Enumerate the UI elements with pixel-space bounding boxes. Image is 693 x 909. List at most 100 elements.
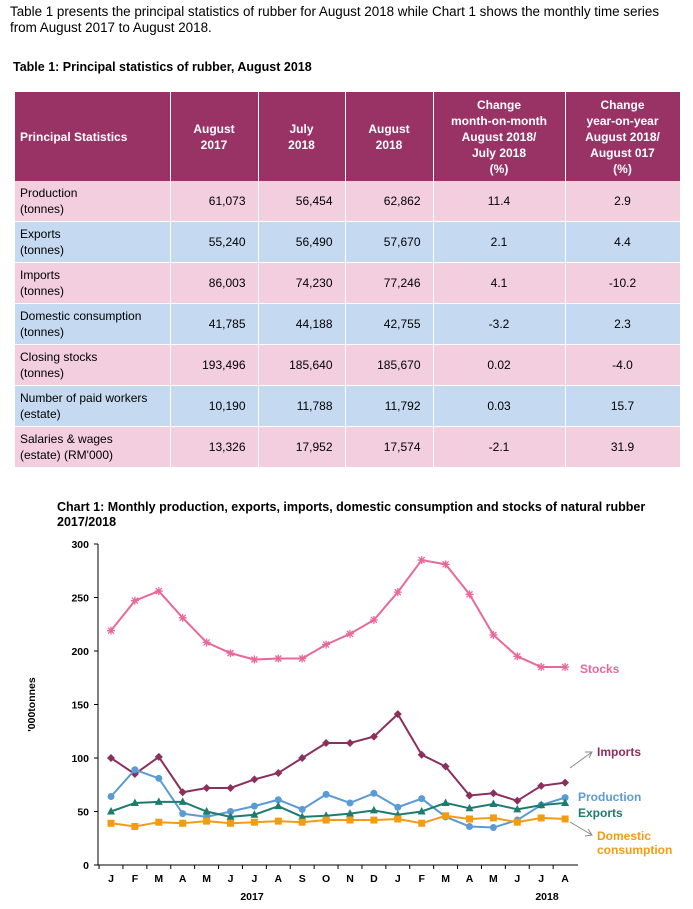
- marker: [298, 654, 307, 663]
- marker: [155, 818, 163, 826]
- marker: [178, 613, 187, 622]
- table-cell: 77,246: [345, 262, 434, 304]
- marker: [561, 815, 569, 823]
- y-axis-label: '000tonnes: [26, 677, 38, 732]
- marker: [202, 638, 211, 647]
- table-cell: 11,788: [258, 385, 346, 427]
- table-cell: 57,670: [345, 221, 434, 263]
- table-cell: -2.1: [433, 426, 566, 468]
- header-cell: Principal Statistics: [15, 92, 171, 181]
- table-cell: 17,952: [258, 426, 346, 468]
- table-cell: -10.2: [565, 262, 681, 304]
- marker: [130, 798, 139, 806]
- series-line: [110, 800, 566, 818]
- marker: [298, 818, 306, 826]
- series-label: Exports: [578, 806, 623, 820]
- marker: [561, 798, 570, 806]
- marker: [274, 801, 283, 810]
- marker: [250, 802, 258, 810]
- marker: [298, 805, 306, 813]
- x-tick-label: A: [561, 873, 569, 885]
- x-tick-label: F: [418, 873, 425, 885]
- marker: [250, 775, 259, 784]
- table-cell: 11.4: [433, 181, 566, 222]
- series-line: [110, 768, 566, 829]
- x-tick-label: M: [489, 873, 498, 885]
- series-line: [110, 558, 566, 669]
- table-cell: Number of paid workers (estate): [15, 385, 171, 427]
- table-cell: 11,792: [345, 385, 434, 427]
- table-cell: 62,862: [345, 181, 434, 222]
- marker: [274, 768, 283, 777]
- marker: [346, 739, 354, 748]
- table-cell: 10,190: [170, 385, 259, 427]
- table-cell: 41,785: [170, 303, 259, 345]
- marker: [537, 800, 546, 809]
- y-tick-label: 50: [77, 807, 89, 819]
- marker: [489, 799, 498, 808]
- x-tick-label: M: [441, 873, 450, 885]
- marker: [346, 629, 354, 638]
- header-cell: August 2017: [170, 92, 259, 181]
- marker: [298, 812, 307, 820]
- marker: [107, 793, 115, 801]
- marker: [513, 796, 522, 805]
- table-cell: 2.9: [565, 181, 681, 222]
- chart: 0 50 100 150 200 250 300 '000tonnes J F M A M J J A S O N D…: [26, 539, 593, 903]
- marker: [418, 819, 426, 827]
- year-label: 2017: [240, 891, 264, 903]
- marker: [203, 817, 211, 825]
- table-cell: -4.0: [565, 344, 681, 386]
- marker: [417, 556, 426, 565]
- x-tick-label: J: [538, 873, 544, 885]
- marker: [227, 819, 234, 827]
- marker: [417, 807, 426, 815]
- series-label: Imports: [597, 745, 642, 759]
- marker: [107, 807, 115, 815]
- marker: [274, 796, 282, 804]
- marker: [369, 615, 378, 624]
- x-tick-label: F: [132, 873, 139, 885]
- series-line: [110, 712, 566, 802]
- marker: [369, 732, 378, 741]
- marker: [441, 798, 450, 806]
- x-tick-label: J: [228, 873, 234, 885]
- label-arrow: [569, 751, 593, 769]
- marker: [417, 750, 426, 759]
- marker: [322, 739, 331, 748]
- table-cell: 55,240: [170, 221, 259, 263]
- header-cell: Change year-on-year August 2018/ August …: [565, 92, 681, 181]
- marker: [561, 778, 570, 787]
- x-tick-label: A: [179, 873, 187, 885]
- header-cell: Change month-on-month August 2018/ July …: [433, 92, 566, 181]
- marker: [107, 754, 115, 762]
- table-row: Number of paid workers (estate) 10,190 11,…: [15, 385, 681, 427]
- marker: [226, 812, 235, 820]
- marker: [178, 788, 187, 797]
- marker: [537, 663, 546, 672]
- series-label: Stocks: [580, 662, 620, 676]
- table-title: Table 1: Principal statistics of rubber,…: [13, 60, 312, 74]
- marker: [561, 794, 569, 802]
- table-cell: 56,490: [258, 221, 346, 263]
- x-tick-label: D: [370, 873, 378, 885]
- x-tick-label: M: [154, 873, 163, 885]
- marker: [227, 808, 234, 815]
- table-cell: 4.4: [565, 221, 681, 263]
- table-cell: 17,574: [345, 426, 434, 468]
- marker: [131, 766, 139, 774]
- marker: [154, 587, 163, 596]
- marker: [226, 783, 235, 792]
- marker: [130, 596, 139, 605]
- table-cell: Production (tonnes): [15, 181, 171, 222]
- table-cell: 42,755: [345, 303, 434, 345]
- table-cell: Exports (tonnes): [15, 221, 171, 263]
- marker: [274, 654, 283, 663]
- x-tick-label: A: [466, 873, 474, 885]
- table-cell: Domestic consumption (tonnes): [15, 303, 171, 345]
- table-row: Salaries & wages (estate) (RM'000) 13,326…: [15, 426, 681, 468]
- header-cell: July 2018: [258, 92, 346, 181]
- marker: [179, 810, 187, 818]
- marker: [393, 588, 402, 597]
